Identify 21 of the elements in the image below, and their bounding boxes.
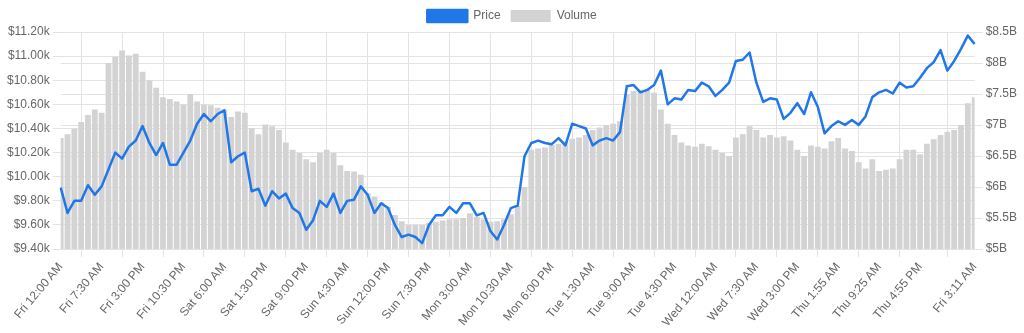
y-tick-label: $11.00k xyxy=(7,48,51,63)
y2-tick-label: $5.5B xyxy=(985,210,1017,225)
y2-tick-label: $7B xyxy=(985,117,1007,132)
y2-tick-label: $6.5B xyxy=(985,148,1017,163)
y2-tick-label: $8B xyxy=(985,55,1007,70)
y-tick-label: $9.80k xyxy=(13,193,51,208)
y2-tick-label: $8.5B xyxy=(985,24,1017,39)
x-tick-label: Fri 3:11 AM xyxy=(929,259,980,316)
y-tick-label: $10.60k xyxy=(7,96,51,111)
legend-label: Price xyxy=(473,8,501,23)
y-tick-label: $9.60k xyxy=(13,217,51,232)
legend-label: Volume xyxy=(556,8,598,23)
y-tick-label: $10.80k xyxy=(7,72,51,87)
y2-tick-label: $5B xyxy=(985,241,1007,256)
y-tick-label: $11.20k xyxy=(7,24,51,39)
y-tick-label: $10.20k xyxy=(7,144,51,159)
y2-tick-label: $7.5B xyxy=(985,86,1017,101)
y-tick-label: $10.40k xyxy=(7,120,51,135)
y-tick-label: $10.00k xyxy=(7,169,51,184)
y2-tick-label: $6B xyxy=(985,179,1007,194)
y-tick-label: $9.40k xyxy=(13,241,51,256)
